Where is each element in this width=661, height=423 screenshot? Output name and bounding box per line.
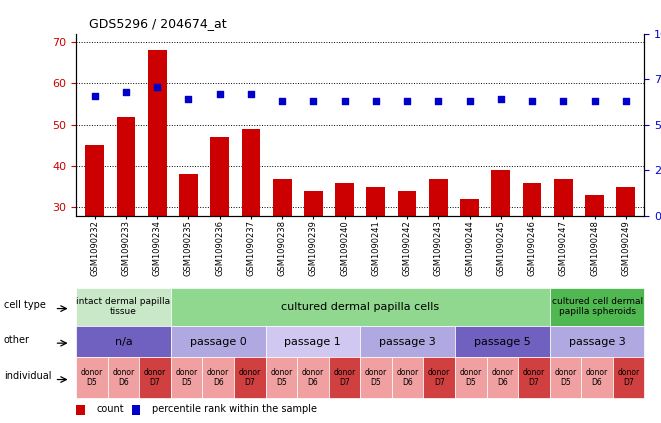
Point: [214, 91, 225, 97]
Point: [89, 92, 100, 99]
Text: donor
D7: donor D7: [428, 368, 450, 387]
Point: [496, 96, 506, 103]
Point: [339, 98, 350, 104]
Point: [558, 98, 568, 104]
Bar: [429, 179, 447, 332]
Text: donor
D6: donor D6: [112, 368, 134, 387]
Point: [183, 96, 194, 103]
Text: GDS5296 / 204674_at: GDS5296 / 204674_at: [89, 16, 227, 30]
Text: donor
D7: donor D7: [239, 368, 261, 387]
Text: passage 3: passage 3: [568, 337, 625, 346]
Text: donor
D5: donor D5: [175, 368, 198, 387]
Point: [308, 98, 319, 104]
Bar: [85, 146, 104, 332]
Text: passage 0: passage 0: [190, 337, 247, 346]
Point: [621, 98, 631, 104]
Text: donor
D7: donor D7: [333, 368, 356, 387]
Bar: [210, 137, 229, 332]
Bar: [616, 187, 635, 332]
Bar: [366, 187, 385, 332]
Text: donor
D6: donor D6: [207, 368, 229, 387]
Point: [277, 98, 288, 104]
Point: [152, 83, 163, 90]
Point: [527, 98, 537, 104]
Text: passage 3: passage 3: [379, 337, 436, 346]
Bar: [116, 116, 136, 332]
Bar: [554, 179, 572, 332]
Text: n/a: n/a: [114, 337, 132, 346]
Bar: [585, 195, 604, 332]
Bar: [304, 191, 323, 332]
Text: donor
D7: donor D7: [144, 368, 166, 387]
Text: donor
D6: donor D6: [586, 368, 608, 387]
Text: donor
D7: donor D7: [617, 368, 640, 387]
Text: other: other: [4, 335, 30, 345]
Text: donor
D5: donor D5: [555, 368, 576, 387]
Text: passage 1: passage 1: [284, 337, 341, 346]
Text: cultured dermal papilla cells: cultured dermal papilla cells: [281, 302, 440, 312]
Bar: [179, 174, 198, 332]
Text: individual: individual: [4, 371, 51, 381]
Text: donor
D5: donor D5: [459, 368, 482, 387]
Text: count: count: [97, 404, 124, 414]
Text: donor
D6: donor D6: [397, 368, 418, 387]
Point: [464, 98, 475, 104]
Point: [121, 89, 132, 96]
Point: [402, 98, 412, 104]
Text: passage 5: passage 5: [474, 337, 531, 346]
Text: donor
D5: donor D5: [270, 368, 292, 387]
Text: intact dermal papilla
tissue: intact dermal papilla tissue: [76, 297, 171, 316]
Point: [371, 98, 381, 104]
Point: [433, 98, 444, 104]
Bar: [148, 50, 167, 332]
Bar: [398, 191, 416, 332]
Bar: [241, 129, 260, 332]
Text: donor
D6: donor D6: [302, 368, 324, 387]
Bar: [523, 183, 541, 332]
Text: cultured cell dermal
papilla spheroids: cultured cell dermal papilla spheroids: [551, 297, 642, 316]
Bar: [273, 179, 292, 332]
Bar: [76, 404, 85, 415]
Bar: [132, 404, 140, 415]
Point: [589, 98, 600, 104]
Text: cell type: cell type: [4, 300, 46, 310]
Text: percentile rank within the sample: percentile rank within the sample: [152, 404, 317, 414]
Bar: [460, 199, 479, 332]
Text: donor
D6: donor D6: [491, 368, 514, 387]
Point: [246, 91, 256, 97]
Text: donor
D7: donor D7: [523, 368, 545, 387]
Text: donor
D5: donor D5: [81, 368, 103, 387]
Bar: [335, 183, 354, 332]
Bar: [491, 170, 510, 332]
Text: donor
D5: donor D5: [365, 368, 387, 387]
